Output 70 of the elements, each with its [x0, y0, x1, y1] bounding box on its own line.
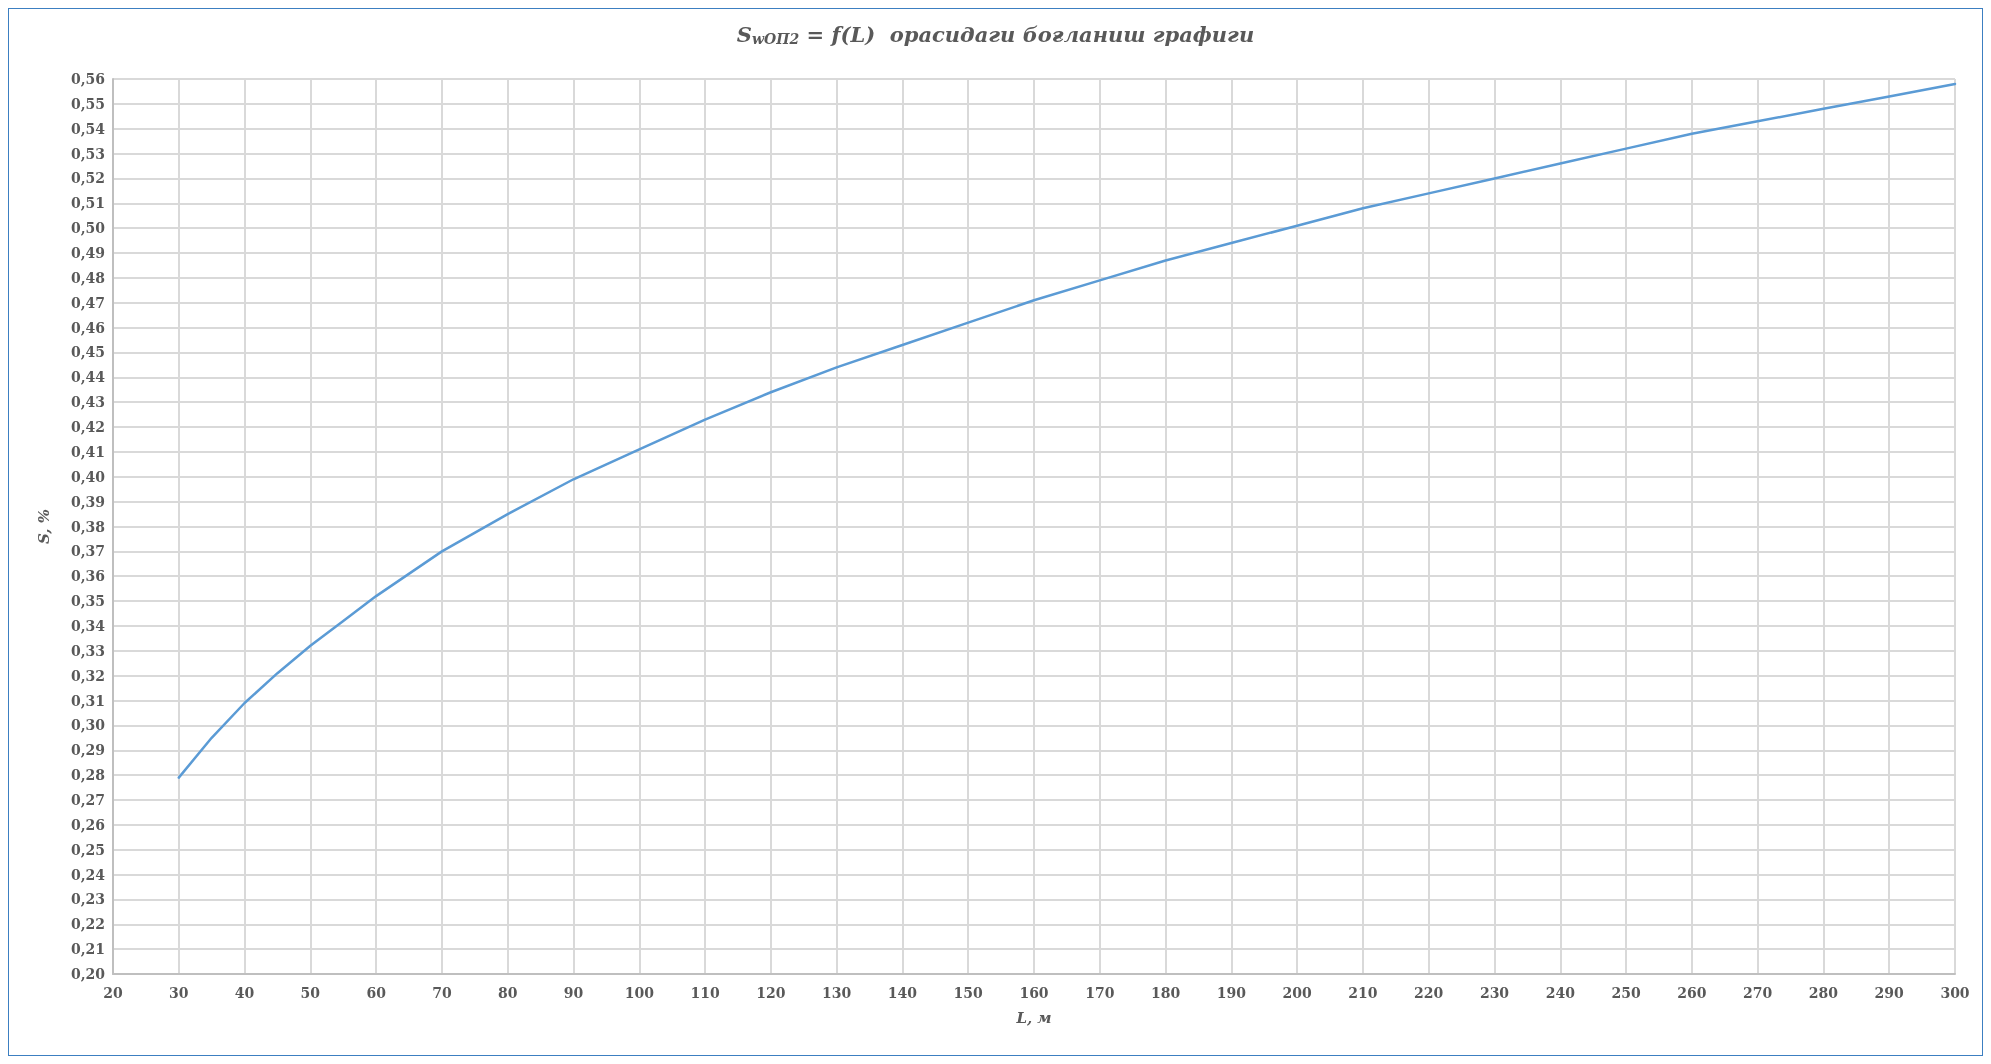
y-tick-label: 0,35: [70, 593, 105, 610]
y-tick-label: 0,42: [70, 419, 105, 436]
x-tick-label: 290: [1874, 985, 1905, 1001]
y-tick-label: 0,39: [70, 493, 105, 510]
x-tick-label: 260: [1677, 985, 1707, 1001]
y-tick-label: 0,25: [70, 841, 105, 858]
x-tick-label: 110: [690, 985, 720, 1001]
y-tick-label: 0,53: [70, 145, 105, 162]
y-tick-label: 0,50: [70, 220, 106, 237]
y-axis-title: S, %: [34, 509, 53, 544]
y-tick-label: 0,22: [70, 916, 105, 933]
x-tick-label: 180: [1150, 985, 1181, 1001]
x-tick-label: 70: [432, 985, 452, 1001]
x-tick-label: 30: [169, 985, 189, 1001]
y-tick-label: 0,28: [70, 767, 105, 784]
y-tick-label: 0,51: [70, 195, 105, 212]
y-tick-label: 0,20: [70, 966, 106, 982]
x-tick-label: 140: [887, 985, 918, 1001]
x-tick-label: 230: [1479, 985, 1510, 1001]
x-tick-label: 90: [563, 985, 584, 1001]
y-tick-label: 0,31: [70, 692, 105, 709]
y-tick-label: 0,55: [70, 95, 105, 112]
y-tick-label: 0,32: [70, 667, 105, 684]
x-tick-label: 160: [1019, 985, 1049, 1001]
y-tick-label: 0,45: [70, 344, 105, 361]
x-tick-label: 210: [1348, 985, 1378, 1001]
y-tick-label: 0,21: [70, 941, 105, 958]
x-tick-label: 300: [1940, 985, 1970, 1001]
x-tick-label: 50: [300, 985, 321, 1001]
y-tick-label: 0,56: [70, 71, 105, 87]
x-tick-label: 150: [953, 985, 984, 1001]
y-tick-label: 0,29: [70, 742, 105, 759]
y-tick-label: 0,41: [70, 443, 105, 460]
y-tick-label: 0,23: [70, 891, 105, 908]
x-tick-label: 60: [366, 985, 387, 1001]
y-tick-label: 0,27: [70, 791, 105, 808]
x-tick-label: 280: [1808, 985, 1839, 1001]
y-tick-label: 0,49: [70, 245, 105, 262]
x-tick-label: 200: [1282, 985, 1313, 1001]
y-tick-label: 0,36: [70, 568, 105, 585]
y-tick-label: 0,44: [70, 369, 106, 386]
x-tick-label: 80: [497, 985, 518, 1001]
y-tick-label: 0,54: [70, 120, 106, 137]
y-tick-label: 0,46: [70, 319, 105, 336]
y-tick-label: 0,40: [70, 468, 106, 485]
x-tick-label: 220: [1414, 985, 1444, 1001]
x-tick-label: 130: [822, 985, 852, 1001]
x-tick-label: 190: [1216, 985, 1247, 1001]
y-tick-label: 0,52: [70, 170, 105, 187]
x-axis-title: L, м: [1015, 1008, 1052, 1027]
x-tick-label: 250: [1611, 985, 1641, 1001]
y-tick-label: 0,24: [70, 866, 106, 883]
x-tick-label: 170: [1085, 985, 1115, 1001]
x-tick-label: 40: [234, 985, 255, 1001]
y-tick-label: 0,43: [70, 394, 105, 411]
y-tick-label: 0,26: [70, 816, 105, 833]
x-tick-label: 100: [624, 985, 655, 1001]
x-tick-label: 20: [103, 985, 123, 1001]
y-tick-label: 0,38: [70, 518, 105, 535]
chart-title: SwОП2 = f(L) орасидаги боғланиш графиги: [736, 21, 1255, 47]
x-tick-label: 270: [1743, 985, 1773, 1001]
y-tick-label: 0,47: [70, 294, 105, 311]
y-tick-label: 0,34: [70, 617, 106, 634]
x-tick-label: 120: [756, 985, 786, 1001]
y-tick-label: 0,33: [70, 642, 105, 659]
x-tick-label: 240: [1545, 985, 1576, 1001]
y-tick-label: 0,37: [70, 543, 105, 560]
y-tick-label: 0,30: [70, 717, 106, 734]
line-series: [177, 82, 1957, 779]
y-tick-label: 0,48: [70, 269, 105, 286]
